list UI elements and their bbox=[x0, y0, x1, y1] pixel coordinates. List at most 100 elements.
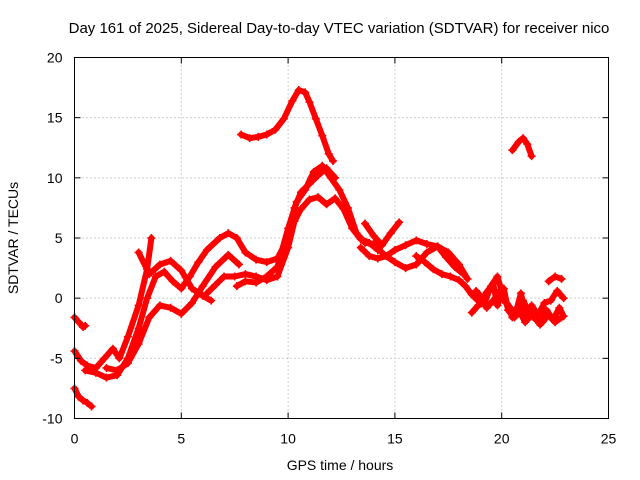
data-point bbox=[292, 197, 301, 206]
data-point bbox=[134, 324, 143, 333]
data-point bbox=[100, 354, 109, 363]
data-point bbox=[525, 308, 534, 317]
data-point bbox=[467, 308, 476, 317]
data-point bbox=[422, 248, 431, 257]
series-arc-k bbox=[356, 236, 468, 279]
data-point bbox=[378, 241, 387, 250]
data-point bbox=[369, 240, 378, 249]
data-point bbox=[271, 125, 280, 134]
data-point bbox=[74, 318, 83, 327]
data-point bbox=[412, 260, 421, 269]
x-tick-label: 5 bbox=[177, 431, 185, 447]
data-point bbox=[324, 149, 333, 158]
series-arc-a bbox=[70, 313, 90, 332]
data-point bbox=[311, 114, 320, 123]
y-axis-label: SDTVAR / TECUs bbox=[5, 182, 21, 294]
data-point bbox=[224, 250, 233, 259]
series-arc-i bbox=[237, 85, 337, 165]
data-point bbox=[273, 262, 282, 271]
data-point bbox=[187, 298, 196, 307]
data-point bbox=[166, 303, 175, 312]
data-point bbox=[177, 284, 186, 293]
data-point bbox=[318, 131, 327, 140]
data-point bbox=[145, 313, 154, 322]
data-point bbox=[262, 258, 271, 267]
data-point bbox=[155, 301, 164, 310]
data-point bbox=[538, 318, 547, 327]
x-tick-label: 15 bbox=[387, 431, 403, 447]
data-point bbox=[294, 85, 303, 94]
x-tick-label: 25 bbox=[601, 431, 617, 447]
data-point bbox=[166, 256, 175, 265]
data-point bbox=[74, 392, 83, 401]
data-point bbox=[147, 234, 156, 242]
data-point bbox=[512, 311, 521, 320]
data-point bbox=[519, 134, 528, 143]
data-point bbox=[390, 246, 399, 255]
data-point bbox=[234, 260, 243, 269]
y-tick-label: -5 bbox=[50, 350, 63, 366]
data-point bbox=[326, 173, 335, 182]
data-point bbox=[211, 280, 220, 289]
data-point bbox=[134, 248, 143, 257]
data-point bbox=[309, 167, 318, 176]
data-point bbox=[288, 96, 297, 105]
data-point bbox=[519, 296, 528, 305]
data-point bbox=[463, 274, 472, 283]
data-point bbox=[215, 234, 224, 242]
data-point bbox=[102, 373, 111, 382]
data-point bbox=[273, 272, 282, 281]
data-point bbox=[422, 240, 431, 249]
data-point bbox=[262, 272, 271, 281]
y-tick-label: 15 bbox=[47, 110, 63, 126]
data-point bbox=[202, 289, 211, 298]
data-point bbox=[442, 253, 451, 262]
series-line bbox=[103, 251, 242, 374]
data-point bbox=[301, 185, 310, 194]
data-point bbox=[369, 231, 378, 240]
data-point bbox=[482, 303, 491, 312]
data-point bbox=[401, 241, 410, 250]
data-point bbox=[467, 290, 476, 299]
data-point bbox=[123, 332, 132, 341]
data-point bbox=[544, 277, 553, 286]
data-point bbox=[386, 229, 395, 238]
data-point bbox=[553, 286, 562, 295]
data-point bbox=[459, 270, 468, 279]
series-arc-p bbox=[508, 134, 536, 161]
series-arc-f bbox=[134, 248, 216, 305]
series-layer bbox=[70, 85, 568, 411]
data-point bbox=[318, 161, 327, 170]
data-point bbox=[224, 229, 233, 238]
data-point bbox=[134, 339, 143, 348]
data-point bbox=[79, 396, 88, 405]
data-point bbox=[160, 267, 169, 276]
data-point bbox=[237, 130, 246, 139]
series-arc-o bbox=[544, 272, 566, 286]
data-point bbox=[314, 193, 323, 202]
data-point bbox=[555, 303, 564, 312]
chart-title: Day 161 of 2025, Sidereal Day-to-day VTE… bbox=[69, 20, 610, 37]
data-point bbox=[514, 137, 523, 146]
data-point bbox=[360, 219, 369, 228]
data-point bbox=[81, 321, 90, 330]
data-point bbox=[461, 282, 470, 291]
data-point bbox=[202, 246, 211, 255]
x-tick-label: 20 bbox=[494, 431, 510, 447]
data-point bbox=[401, 264, 410, 273]
data-point bbox=[245, 134, 254, 143]
data-point bbox=[328, 156, 337, 165]
data-point bbox=[83, 398, 92, 407]
data-point bbox=[91, 368, 100, 377]
data-point bbox=[382, 252, 391, 261]
data-point bbox=[241, 270, 250, 279]
data-point bbox=[108, 344, 117, 353]
series-line bbox=[238, 87, 336, 164]
data-point bbox=[493, 301, 502, 310]
data-point bbox=[506, 303, 515, 312]
data-point bbox=[230, 272, 239, 281]
data-point bbox=[187, 284, 196, 293]
y-tick-label: 0 bbox=[55, 290, 63, 306]
series-arc-n bbox=[467, 272, 566, 327]
